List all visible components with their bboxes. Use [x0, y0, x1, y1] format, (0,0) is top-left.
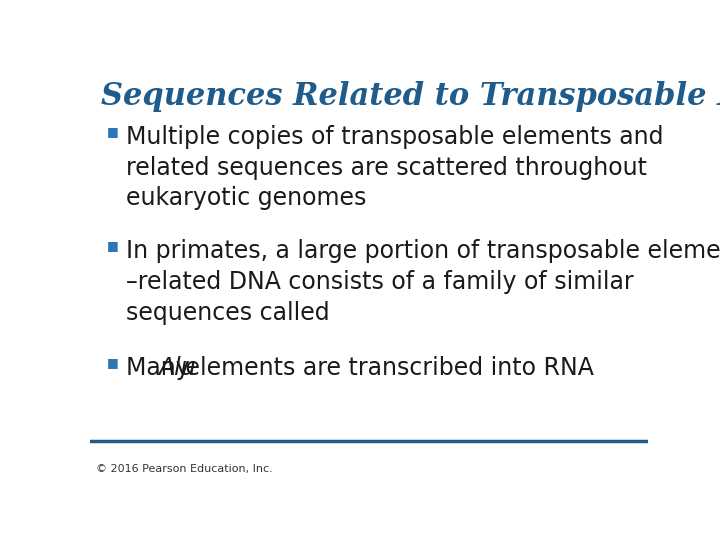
Text: ■: ■ — [107, 356, 119, 369]
Text: Sequences Related to Transposable Elements: Sequences Related to Transposable Elemen… — [101, 82, 720, 112]
Text: ■: ■ — [107, 239, 119, 252]
Text: ■: ■ — [107, 125, 119, 138]
Text: Multiple copies of transposable elements and
related sequences are scattered thr: Multiple copies of transposable elements… — [126, 125, 664, 211]
Text: In primates, a large portion of transposable element
–related DNA consists of a : In primates, a large portion of transpos… — [126, 239, 720, 325]
Text: Many: Many — [126, 356, 197, 380]
Text: elements are transcribed into RNA: elements are transcribed into RNA — [178, 356, 593, 380]
Text: © 2016 Pearson Education, Inc.: © 2016 Pearson Education, Inc. — [96, 464, 272, 474]
Text: Alu: Alu — [158, 356, 196, 380]
